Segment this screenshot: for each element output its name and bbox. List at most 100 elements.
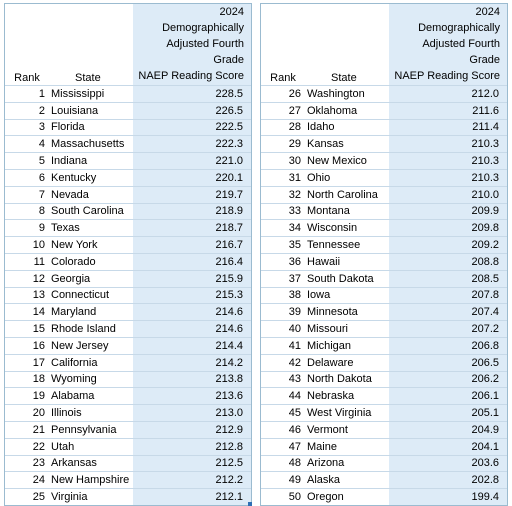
score-cell[interactable]: 206.1 (389, 387, 507, 405)
score-cell[interactable]: 214.2 (133, 353, 251, 372)
rank-cell[interactable]: 3 (5, 118, 49, 136)
table-row[interactable]: 8 South Carolina 218.9 (5, 202, 251, 220)
score-cell[interactable]: 214.6 (133, 320, 251, 338)
score-cell[interactable]: 206.2 (389, 370, 507, 388)
rank-cell[interactable]: 21 (5, 420, 49, 439)
table-row[interactable]: 35 Tennessee 209.2 (261, 236, 507, 254)
state-cell[interactable]: Louisiana (49, 101, 133, 120)
table-row[interactable]: 43 North Dakota 206.2 (261, 370, 507, 388)
rank-cell[interactable]: 33 (261, 202, 305, 220)
table-row[interactable]: 25 Virginia 212.1 (5, 488, 251, 505)
rank-cell[interactable]: 45 (261, 404, 305, 422)
table-row[interactable]: 6 Kentucky 220.1 (5, 168, 251, 187)
score-cell[interactable]: 207.4 (389, 303, 507, 321)
score-cell[interactable]: 212.2 (133, 471, 251, 489)
state-cell[interactable]: Idaho (305, 118, 389, 136)
table-row[interactable]: 44 Nebraska 206.1 (261, 387, 507, 405)
table-row[interactable]: 20 Illinois 213.0 (5, 404, 251, 422)
state-cell[interactable]: Arizona (305, 454, 389, 472)
table-row[interactable]: 24 New Hampshire 212.2 (5, 471, 251, 489)
state-cell[interactable]: Ohio (305, 168, 389, 187)
state-cell[interactable]: Oregon (305, 488, 389, 505)
state-cell[interactable]: Texas (49, 219, 133, 237)
rank-cell[interactable]: 29 (261, 135, 305, 153)
table-row[interactable]: 27 Oklahoma 211.6 (261, 101, 507, 120)
table-row[interactable]: 46 Vermont 204.9 (261, 420, 507, 439)
rank-cell[interactable]: 25 (5, 488, 49, 505)
table-row[interactable]: 45 West Virginia 205.1 (261, 404, 507, 422)
rank-cell[interactable]: 31 (261, 168, 305, 187)
table-row[interactable]: 1 Mississippi 228.5 (5, 85, 251, 103)
score-cell[interactable]: 206.8 (389, 336, 507, 355)
rank-cell[interactable]: 41 (261, 336, 305, 355)
state-cell[interactable]: Florida (49, 118, 133, 136)
score-cell[interactable]: 210.3 (389, 152, 507, 170)
state-cell[interactable]: New York (49, 236, 133, 254)
table-row[interactable]: 14 Maryland 214.6 (5, 303, 251, 321)
rank-cell[interactable]: 28 (261, 118, 305, 136)
table-row[interactable]: 32 North Carolina 210.0 (261, 185, 507, 204)
rank-cell[interactable]: 5 (5, 152, 49, 170)
score-cell[interactable]: 214.6 (133, 303, 251, 321)
rank-cell[interactable]: 22 (5, 437, 49, 456)
table-row[interactable]: 29 Kansas 210.3 (261, 135, 507, 153)
table-row[interactable]: 33 Montana 209.9 (261, 202, 507, 220)
score-cell[interactable]: 209.2 (389, 236, 507, 254)
state-cell[interactable]: California (49, 353, 133, 372)
score-cell[interactable]: 212.5 (133, 454, 251, 472)
state-cell[interactable]: Oklahoma (305, 101, 389, 120)
score-cell[interactable]: 222.3 (133, 135, 251, 153)
rank-cell[interactable]: 14 (5, 303, 49, 321)
state-cell[interactable]: Michigan (305, 336, 389, 355)
rank-cell[interactable]: 37 (261, 269, 305, 288)
state-cell[interactable]: Utah (49, 437, 133, 456)
score-cell[interactable]: 218.9 (133, 202, 251, 220)
table-row[interactable]: 23 Arkansas 212.5 (5, 454, 251, 472)
rank-cell[interactable]: 17 (5, 353, 49, 372)
score-cell[interactable]: 213.8 (133, 370, 251, 388)
table-row[interactable]: 4 Massachusetts 222.3 (5, 135, 251, 153)
score-cell[interactable]: 210.3 (389, 168, 507, 187)
score-cell[interactable]: 220.1 (133, 168, 251, 187)
score-cell[interactable]: 209.9 (389, 202, 507, 220)
state-cell[interactable]: Montana (305, 202, 389, 220)
rank-cell[interactable]: 34 (261, 219, 305, 237)
state-cell[interactable]: South Dakota (305, 269, 389, 288)
score-cell[interactable]: 206.5 (389, 353, 507, 372)
rank-cell[interactable]: 6 (5, 168, 49, 187)
score-cell[interactable]: 215.9 (133, 269, 251, 288)
rank-cell[interactable]: 36 (261, 252, 305, 271)
state-cell[interactable]: Wyoming (49, 370, 133, 388)
rank-cell[interactable]: 35 (261, 236, 305, 254)
rank-cell[interactable]: 23 (5, 454, 49, 472)
score-cell[interactable]: 212.8 (133, 437, 251, 456)
state-cell[interactable]: Hawaii (305, 252, 389, 271)
table-row[interactable]: 30 New Mexico 210.3 (261, 152, 507, 170)
rank-cell[interactable]: 46 (261, 420, 305, 439)
score-cell[interactable]: 213.6 (133, 387, 251, 405)
state-cell[interactable]: Massachusetts (49, 135, 133, 153)
score-cell[interactable]: 213.0 (133, 404, 251, 422)
table-row[interactable]: 5 Indiana 221.0 (5, 152, 251, 170)
state-cell[interactable]: New Mexico (305, 152, 389, 170)
state-cell[interactable]: New Jersey (49, 336, 133, 355)
table-row[interactable]: 21 Pennsylvania 212.9 (5, 420, 251, 439)
table-row[interactable]: 40 Missouri 207.2 (261, 320, 507, 338)
table-row[interactable]: 34 Wisconsin 209.8 (261, 219, 507, 237)
table-row[interactable]: 18 Wyoming 213.8 (5, 370, 251, 388)
state-cell[interactable]: Vermont (305, 420, 389, 439)
state-cell[interactable]: Arkansas (49, 454, 133, 472)
table-row[interactable]: 22 Utah 212.8 (5, 437, 251, 456)
score-cell[interactable]: 216.4 (133, 252, 251, 271)
table-row[interactable]: 41 Michigan 206.8 (261, 336, 507, 355)
state-cell[interactable]: New Hampshire (49, 471, 133, 489)
state-cell[interactable]: Kentucky (49, 168, 133, 187)
state-cell[interactable]: Pennsylvania (49, 420, 133, 439)
rank-cell[interactable]: 7 (5, 185, 49, 204)
table-row[interactable]: 15 Rhode Island 214.6 (5, 320, 251, 338)
rank-cell[interactable]: 19 (5, 387, 49, 405)
state-cell[interactable]: Indiana (49, 152, 133, 170)
state-cell[interactable]: Wisconsin (305, 219, 389, 237)
table-row[interactable]: 36 Hawaii 208.8 (261, 252, 507, 271)
table-row[interactable]: 9 Texas 218.7 (5, 219, 251, 237)
